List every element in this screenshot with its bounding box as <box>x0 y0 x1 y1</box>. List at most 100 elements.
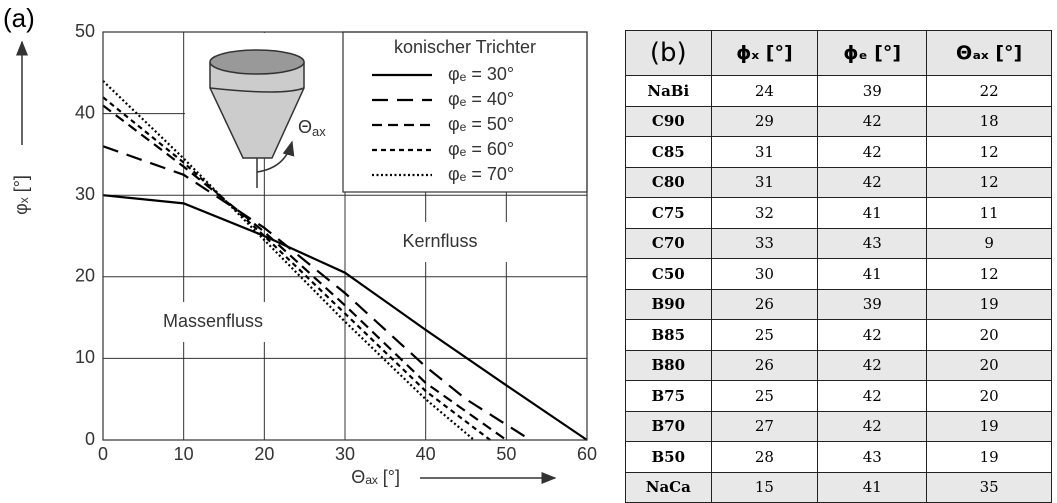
table-cell: 32 <box>710 197 819 229</box>
table-cell: B80 <box>625 349 712 381</box>
header-cell: ϕₓ [°] <box>710 30 819 76</box>
data-line <box>102 145 532 441</box>
table-cell: 25 <box>710 380 819 412</box>
table-cell: 42 <box>817 105 928 137</box>
panel-label: (a) <box>3 3 35 33</box>
x-tick-label: 30 <box>335 444 355 464</box>
table-cell: B50 <box>625 441 712 473</box>
table-cell: 11 <box>926 197 1052 229</box>
y-tick-label: 50 <box>75 21 95 41</box>
table-cell: 12 <box>926 166 1052 198</box>
data-line <box>102 194 588 441</box>
label-bg <box>370 222 510 262</box>
table-cell: C80 <box>625 166 712 198</box>
y-tick-label: 10 <box>75 347 95 367</box>
legend-box <box>342 31 588 193</box>
table-cell: 19 <box>926 410 1052 442</box>
header-cell: (b) <box>625 30 712 76</box>
table-cell: 31 <box>710 136 819 168</box>
x-axis-label: Θₐₓ [°] <box>351 467 400 487</box>
table-cell: 31 <box>710 166 819 198</box>
y-tick-label: 0 <box>85 429 95 449</box>
table-cell: 12 <box>926 258 1052 290</box>
table-cell: 42 <box>817 349 928 381</box>
y-tick-label: 20 <box>75 266 95 286</box>
table-row: NaBi 24 39 22 <box>625 75 1052 107</box>
table-cell: 27 <box>710 410 819 442</box>
table-cell: C75 <box>625 197 712 229</box>
table-cell: 42 <box>817 319 928 351</box>
table-cell: C85 <box>625 136 712 168</box>
table-cell: 41 <box>817 258 928 290</box>
table-cell: 29 <box>710 105 819 137</box>
table-row: C70 33 43 9 <box>625 227 1052 259</box>
x-tick-label: 20 <box>254 444 274 464</box>
table-cell: NaBi <box>625 75 712 107</box>
y-tick-label: 40 <box>75 102 95 122</box>
inset-label: Θax <box>298 117 326 140</box>
table-cell: 20 <box>926 319 1052 351</box>
table-cell: 26 <box>710 288 819 320</box>
legend-label: φₑ = 30° <box>448 64 514 84</box>
table-row: C90 29 42 18 <box>625 105 1052 137</box>
header-cell: Θₐₓ [°] <box>926 30 1052 76</box>
table-cell: 20 <box>926 349 1052 381</box>
table-row: B70 27 42 19 <box>625 410 1052 442</box>
table-cell: 42 <box>817 166 928 198</box>
table-cell: C50 <box>625 258 712 290</box>
data-line <box>102 96 491 441</box>
table-row: C50 30 41 12 <box>625 258 1052 290</box>
x-tick-label: 0 <box>98 444 108 464</box>
table-cell: 25 <box>710 319 819 351</box>
table-cell: 30 <box>710 258 819 290</box>
legend-label: φₑ = 70° <box>448 164 514 184</box>
table-cell: 33 <box>710 227 819 259</box>
x-tick-label: 50 <box>496 444 516 464</box>
data-table: (b) ϕₓ [°] ϕₑ [°] Θₐₓ [°] NaBi 24 39 22 C90 29 42 1… <box>625 30 1052 503</box>
table-cell: 42 <box>817 136 928 168</box>
table-cell: 26 <box>710 349 819 381</box>
table-cell: 28 <box>710 441 819 473</box>
table-cell: B75 <box>625 380 712 412</box>
table-cell: B90 <box>625 288 712 320</box>
table-cell: B70 <box>625 410 712 442</box>
y-axis-label: φₓ [°] <box>11 175 31 215</box>
table-row: B50 28 43 19 <box>625 441 1052 473</box>
table-cell: 19 <box>926 441 1052 473</box>
header-cell: ϕₑ [°] <box>817 30 928 76</box>
table-cell: C90 <box>625 105 712 137</box>
table-cell: 41 <box>817 197 928 229</box>
data-line <box>102 80 475 441</box>
x-tick-label: 40 <box>416 444 436 464</box>
x-tick-label: 60 <box>577 444 597 464</box>
table-cell: 43 <box>817 441 928 473</box>
y-tick-label: 30 <box>75 184 95 204</box>
table-row: B85 25 42 20 <box>625 319 1052 351</box>
funnel-icon <box>209 49 305 188</box>
table-row: B80 26 42 20 <box>625 349 1052 381</box>
x-tick-label: 10 <box>174 444 194 464</box>
table-cell: 20 <box>926 380 1052 412</box>
legend-label: φₑ = 40° <box>448 89 514 109</box>
table-row: B75 25 42 20 <box>625 380 1052 412</box>
table-row: C80 31 42 12 <box>625 166 1052 198</box>
table-cell: 24 <box>710 75 819 107</box>
plot-frame <box>102 31 588 441</box>
table-cell: 12 <box>926 136 1052 168</box>
data-line <box>102 104 507 441</box>
table-cell: 18 <box>926 105 1052 137</box>
table-cell: C70 <box>625 227 712 259</box>
table-cell: 22 <box>926 75 1052 107</box>
table-cell: 19 <box>926 288 1052 320</box>
table-cell: 42 <box>817 410 928 442</box>
table-cell: 39 <box>817 75 928 107</box>
table-cell: B85 <box>625 319 712 351</box>
annotation: Kernfluss <box>402 231 477 251</box>
annotation: Massenfluss <box>163 311 263 331</box>
legend-label: φₑ = 60° <box>448 139 514 159</box>
table-row: C75 32 41 11 <box>625 197 1052 229</box>
table-row: C85 31 42 12 <box>625 136 1052 168</box>
table-cell: 9 <box>926 227 1052 259</box>
chart: Θax (a) Kernfluss Massenfluss konischer … <box>3 3 597 487</box>
